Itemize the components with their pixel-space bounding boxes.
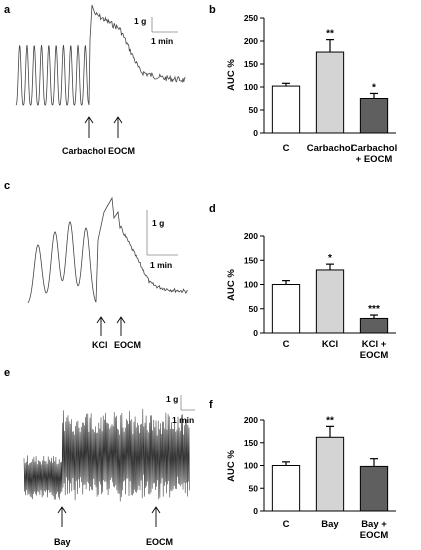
- panel-c: c 1 g 1 min KCl EOCM: [4, 180, 188, 350]
- arrow-kcl: [96, 316, 106, 336]
- arrow-bay: [57, 506, 67, 527]
- panel-label-b: b: [209, 4, 216, 16]
- significance-label: **: [326, 29, 334, 40]
- scale-force-c: 1 g: [152, 218, 164, 228]
- y-tick-label: 150: [244, 59, 258, 69]
- arrow-carbachol: [84, 116, 94, 138]
- y-tick-label: 0: [253, 128, 258, 138]
- annotation-kcl: KCl: [92, 340, 108, 350]
- significance-label: *: [328, 253, 332, 264]
- panel-label-d: d: [209, 203, 216, 215]
- bar-chart-d: d 0 50 100 150 200 AUC % C * KCl *** KCl + EOCM: [209, 203, 396, 361]
- y-tick-label: 150: [244, 438, 258, 448]
- arrow-eocm-e: [151, 506, 161, 527]
- y-tick-label: 100: [244, 82, 258, 92]
- bar: [271, 465, 301, 512]
- bar-chart-f: f 0 50 100 150 200 AUC % C ** Bay Bay + EOCM: [209, 399, 396, 541]
- annotation-eocm-c: EOCM: [114, 340, 141, 350]
- scale-time-a: 1 min: [151, 36, 173, 46]
- panel-label-e: e: [4, 367, 10, 379]
- scale-force-a: 1 g: [134, 16, 146, 26]
- significance-label: ***: [368, 304, 380, 315]
- category-label: Carbachol + EOCM: [351, 143, 397, 165]
- y-axis-label: AUC %: [226, 59, 237, 91]
- y-tick-label: 50: [249, 304, 259, 314]
- bar: [315, 269, 345, 334]
- category-label: C: [283, 339, 290, 350]
- trace-e: [23, 408, 190, 502]
- y-tick-label: 200: [244, 415, 258, 425]
- y-tick-label: 100: [244, 280, 258, 290]
- arrow-eocm-c: [116, 316, 126, 336]
- scale-time-e: 1 min: [172, 415, 194, 425]
- y-tick-label: 0: [253, 506, 258, 516]
- bar: [271, 85, 301, 134]
- category-label: Carbachol: [307, 143, 353, 154]
- trace-a: [15, 4, 186, 106]
- annotation-carbachol: Carbachol: [62, 146, 106, 156]
- annotation-eocm-e: EOCM: [146, 537, 173, 547]
- y-tick-label: 100: [244, 461, 258, 471]
- y-tick-label: 200: [244, 231, 258, 241]
- category-label: C: [283, 143, 290, 154]
- arrow-eocm-a: [113, 116, 123, 138]
- bar: [359, 465, 389, 512]
- category-label: KCl + EOCM: [360, 339, 389, 361]
- trace-c: [27, 196, 188, 304]
- annotation-eocm-a: EOCM: [108, 146, 135, 156]
- annotation-bay: Bay: [54, 537, 71, 547]
- panel-e: e 1 g 1 min Bay EOCM: [4, 367, 195, 547]
- bar: [271, 284, 301, 334]
- panel-a: a 1 g 1 min Carbachol EOCM: [4, 4, 186, 156]
- panel-label-c: c: [4, 180, 10, 192]
- panel-label-a: a: [4, 4, 11, 16]
- category-label: C: [283, 519, 290, 530]
- category-label: Bay + EOCM: [360, 519, 389, 541]
- y-tick-label: 0: [253, 328, 258, 338]
- bar: [359, 98, 389, 134]
- bar: [315, 436, 345, 512]
- scale-time-c: 1 min: [150, 260, 172, 270]
- y-tick-label: 200: [244, 36, 258, 46]
- bar: [359, 317, 389, 334]
- y-axis-label: AUC %: [226, 269, 237, 301]
- y-tick-label: 150: [244, 255, 258, 265]
- y-tick-label: 50: [249, 105, 259, 115]
- category-label: KCl: [322, 339, 338, 350]
- category-label: Bay: [321, 519, 339, 530]
- significance-label: *: [372, 82, 376, 93]
- bar: [315, 51, 345, 134]
- y-tick-label: 250: [244, 13, 258, 23]
- scale-force-e: 1 g: [166, 394, 178, 404]
- panel-label-f: f: [209, 399, 213, 411]
- y-axis-label: AUC %: [226, 450, 237, 482]
- bar-chart-b: b 0 50 100 150 200 250 AUC % C ** Carbachol * Carbac…: [209, 4, 397, 165]
- significance-label: **: [326, 415, 334, 426]
- y-tick-label: 50: [249, 483, 259, 493]
